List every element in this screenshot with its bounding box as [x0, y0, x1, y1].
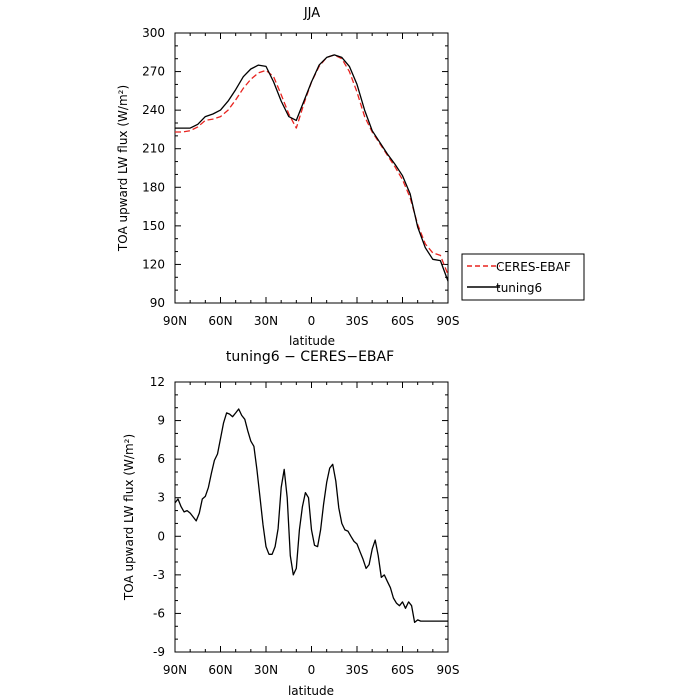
- top-chart: JJA 90 120 150 180 210 240 270 300 90N 60N 30N 0 30S…: [116, 6, 585, 348]
- top-series-line-ceres-ebaf: [175, 54, 449, 275]
- bottom-xtick-label: 0: [308, 663, 316, 677]
- top-ytick-label: 90: [150, 296, 165, 310]
- top-ytick-label: 300: [142, 26, 165, 40]
- top-ylabel: TOA upward LW flux (W/m²): [116, 85, 130, 252]
- top-ytick-label: 150: [142, 219, 165, 233]
- bottom-ytick-label: 6: [157, 452, 165, 466]
- top-ytick-label: 120: [142, 257, 165, 271]
- bottom-xtick-label: 60N: [208, 663, 232, 677]
- top-ytick-label: 270: [142, 65, 165, 79]
- bottom-xtick-label: 60S: [391, 663, 414, 677]
- bottom-xtick-label: 90N: [163, 663, 187, 677]
- top-xlabel: latitude: [289, 334, 335, 348]
- top-chart-title: JJA: [303, 6, 320, 21]
- bottom-xlabel: latitude: [288, 684, 334, 698]
- bottom-ytick-label: 0: [157, 529, 165, 543]
- top-xtick-label: 30N: [254, 314, 278, 328]
- top-plot-frame: [174, 32, 449, 304]
- bottom-ylabel: TOA upward LW flux (W/m²): [122, 434, 136, 601]
- top-xtick-label: 0: [308, 314, 316, 328]
- top-xtick-label: 60S: [391, 314, 414, 328]
- bottom-ytick-label: -3: [153, 568, 165, 582]
- legend-box: [461, 253, 585, 301]
- bottom-ytick-label: 9: [157, 414, 165, 428]
- top-xtick-label: 30S: [346, 314, 369, 328]
- top-ytick-label: 210: [142, 142, 165, 156]
- bottom-series-line-tuning6-ceres-ebaf: [174, 408, 448, 624]
- top-xtick-label: 90N: [163, 314, 187, 328]
- legend: CERES-EBAF tuning6: [461, 253, 585, 301]
- bottom-chart: tuning6 − CERES−EBAF -9 -6 -3 0 3 6 9 12 90N 60N 3…: [122, 349, 459, 698]
- bottom-ytick-label: -9: [153, 645, 165, 659]
- bottom-ytick-label: 3: [157, 491, 165, 505]
- top-ytick-label: 180: [142, 180, 165, 194]
- bottom-ytick-label: -6: [153, 606, 165, 620]
- bottom-xtick-label: 90S: [437, 663, 460, 677]
- legend-tuning6-label: tuning6: [496, 281, 542, 295]
- top-xtick-label: 90S: [437, 314, 460, 328]
- bottom-plot-frame: [174, 381, 449, 653]
- top-xtick-label: 60N: [208, 314, 232, 328]
- top-series-line-tuning6: [175, 54, 449, 282]
- bottom-xtick-label: 30S: [346, 663, 369, 677]
- top-ytick-label: 240: [142, 103, 165, 117]
- bottom-chart-title: tuning6 − CERES−EBAF: [226, 349, 394, 365]
- bottom-ytick-label: 12: [150, 375, 165, 389]
- legend-ceres-label: CERES-EBAF: [496, 260, 571, 274]
- bottom-xtick-label: 30N: [254, 663, 278, 677]
